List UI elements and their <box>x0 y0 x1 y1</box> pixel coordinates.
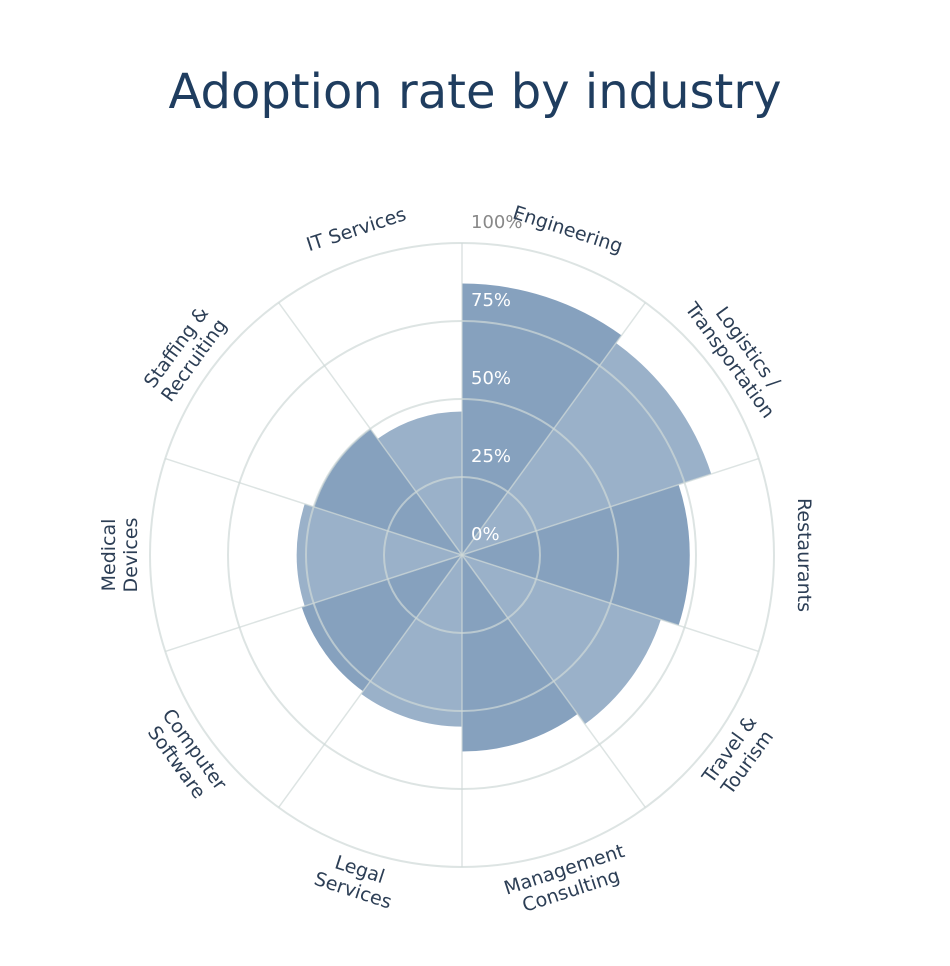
bar <box>462 555 578 752</box>
bar <box>462 555 661 725</box>
category-label: Engineering <box>510 201 625 257</box>
r-tick-label: 25% <box>471 446 511 467</box>
category-line: Medical <box>98 519 120 592</box>
category-label: Travel &Tourism <box>697 711 779 800</box>
category-label: Staffing &Recruiting <box>139 302 231 406</box>
chart-title: Adoption rate by industry <box>168 64 781 120</box>
category-label: ManagementConsulting <box>501 840 634 921</box>
category-line: IT Services <box>304 203 409 256</box>
bar <box>462 484 690 626</box>
r-tick-label: 50% <box>471 368 511 389</box>
bar <box>377 411 462 555</box>
bar <box>462 342 712 555</box>
category-label: Logistics /Transportation <box>680 284 797 422</box>
bars <box>296 283 712 752</box>
category-label: MedicalDevices <box>98 518 142 593</box>
grid-ring <box>227 320 697 790</box>
r-tick-label: 0% <box>471 524 500 545</box>
bar <box>313 428 462 555</box>
category-line: Devices <box>120 518 142 593</box>
grid-ring <box>149 242 775 868</box>
category-line: Restaurants <box>794 498 816 612</box>
bar <box>301 555 462 692</box>
r-tick-label: 100% <box>471 212 522 233</box>
grid <box>149 242 775 868</box>
category-label: IT Services <box>304 203 409 256</box>
category-label: LegalServices <box>312 846 402 913</box>
r-tick-label: 75% <box>471 290 511 311</box>
grid-ring <box>305 398 619 712</box>
bar <box>296 503 462 607</box>
grid-ring <box>383 476 541 634</box>
category-label: ComputerSoftware <box>140 705 231 807</box>
category-label: Restaurants <box>794 498 816 612</box>
bar <box>361 555 462 727</box>
category-line: Engineering <box>510 201 625 257</box>
